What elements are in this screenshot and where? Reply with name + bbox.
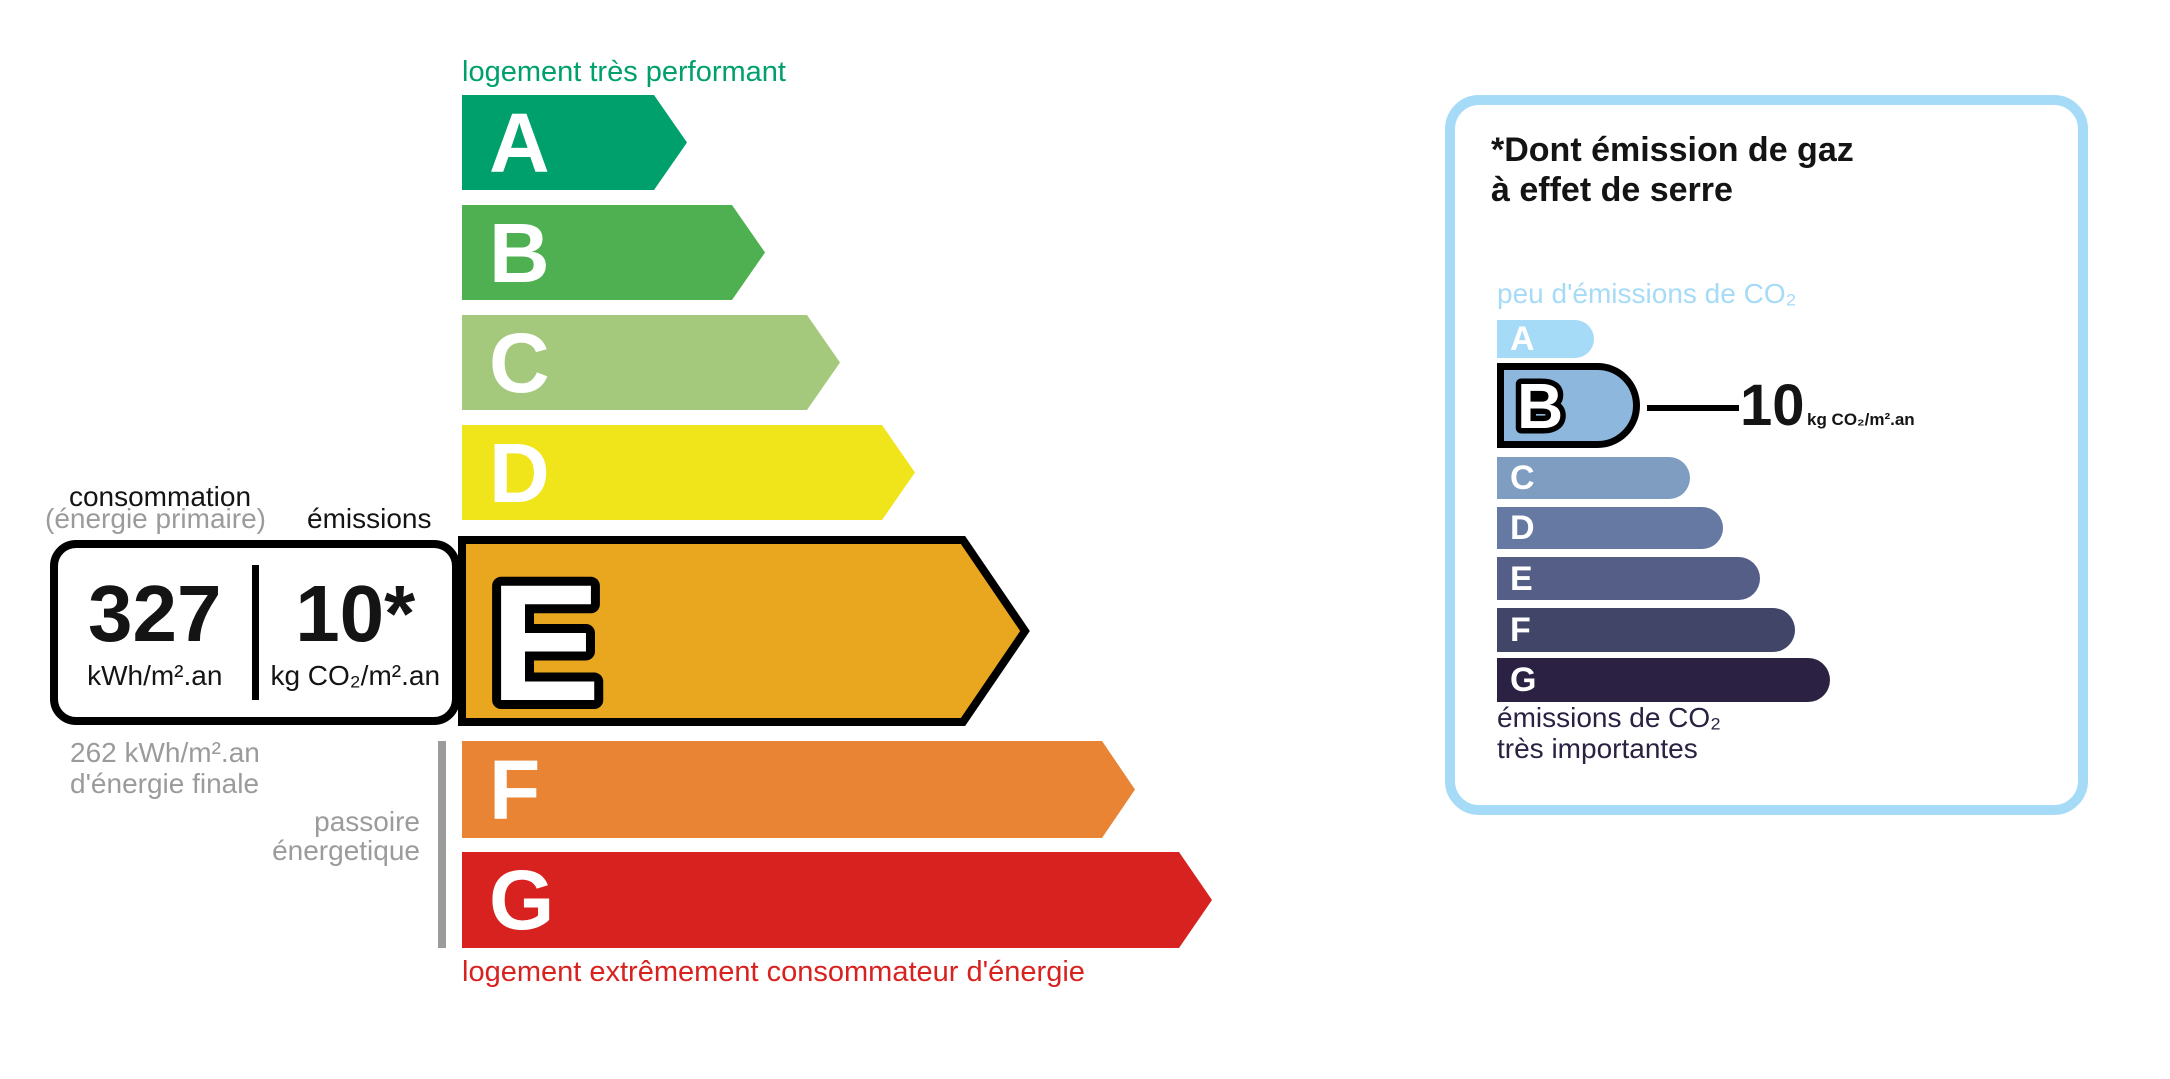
passoire-note: passoire énergetique xyxy=(220,807,420,865)
energy-letter-b: B xyxy=(489,205,550,300)
passoire-bracket-bar xyxy=(438,741,446,948)
consumption-value: 327 xyxy=(88,568,222,658)
energy-top-label: logement très performant xyxy=(462,56,786,88)
co2-value-unit: kg CO₂/m².an xyxy=(1807,410,1915,429)
emissions-unit: kg CO₂/m².an xyxy=(270,659,441,691)
energy-letter-f: F xyxy=(489,742,541,837)
co2-connector-line xyxy=(1647,405,1739,411)
energy-arrow-e-shape xyxy=(458,536,1030,726)
co2-bar-d: D xyxy=(1497,507,1723,549)
dpe-value-box: 327 kWh/m².an 10* kg CO₂/m².an xyxy=(50,540,460,725)
energy-arrow-d: D xyxy=(462,425,915,520)
passoire-line2: énergetique xyxy=(272,835,420,866)
energy-arrow-a: A xyxy=(462,95,687,190)
co2-value: 10 xyxy=(1740,373,1805,438)
co2-bottom-line1: émissions de CO₂ xyxy=(1497,702,1722,733)
co2-title-line2: à effet de serre xyxy=(1491,171,1733,209)
consumption-column: 327 kWh/m².an xyxy=(58,548,252,717)
co2-bar-a: A xyxy=(1497,320,1594,358)
co2-letter-b: B xyxy=(1517,370,1563,441)
energy-arrow-c: C xyxy=(462,315,840,410)
co2-letter-b-svg: B xyxy=(1512,370,1569,441)
emissions-label: émissions xyxy=(307,503,432,534)
co2-bottom-label: émissions de CO₂ très importantes xyxy=(1497,702,1721,764)
energy-letter-g: G xyxy=(489,853,555,947)
energy-arrow-e-highlight: E xyxy=(458,536,1030,726)
final-energy-line2: d'énergie finale xyxy=(70,768,260,799)
energy-arrow-b: B xyxy=(462,205,765,300)
co2-letter-f: F xyxy=(1510,611,1531,649)
co2-bottom-line2: très importantes xyxy=(1497,733,1698,764)
co2-panel: *Dont émission de gaz à effet de serre p… xyxy=(1445,95,2088,815)
co2-letter-e: E xyxy=(1510,559,1533,598)
energy-letter-c: C xyxy=(489,315,550,410)
energy-letter-e: E xyxy=(490,551,601,726)
value-box-divider xyxy=(251,565,259,700)
final-energy-note: 262 kWh/m².an d'énergie finale xyxy=(70,737,260,799)
emissions-column: 10* kg CO₂/m².an xyxy=(259,548,453,717)
passoire-line1: passoire xyxy=(314,806,420,837)
co2-title-line1: *Dont émission de gaz xyxy=(1491,131,1854,169)
co2-letter-a: A xyxy=(1510,320,1535,358)
co2-letter-g: G xyxy=(1510,661,1537,699)
co2-bar-b-highlight: B xyxy=(1497,363,1640,448)
energy-arrow-g: G xyxy=(462,852,1212,948)
energy-letter-d: D xyxy=(489,425,550,520)
co2-bar-g: G xyxy=(1497,658,1830,702)
emissions-value: 10* xyxy=(295,568,416,658)
co2-bar-e: E xyxy=(1497,557,1760,600)
co2-title: *Dont émission de gaz à effet de serre xyxy=(1491,130,1854,210)
co2-bar-c: C xyxy=(1497,457,1690,499)
co2-bar-f: F xyxy=(1497,608,1795,652)
energy-arrow-f: F xyxy=(462,741,1135,838)
co2-top-label: peu d'émissions de CO₂ xyxy=(1497,278,1797,309)
final-energy-line1: 262 kWh/m².an xyxy=(70,737,260,768)
energy-letter-a: A xyxy=(489,95,550,190)
energy-bottom-label: logement extrêmement consommateur d'éner… xyxy=(462,956,1085,988)
consumption-unit: kWh/m².an xyxy=(87,659,223,691)
consumption-label: consommation xyxy=(68,481,252,512)
co2-letter-d: D xyxy=(1510,509,1535,547)
co2-letter-c: C xyxy=(1510,459,1535,497)
consumption-sublabel: (énergie primaire) xyxy=(45,503,266,534)
